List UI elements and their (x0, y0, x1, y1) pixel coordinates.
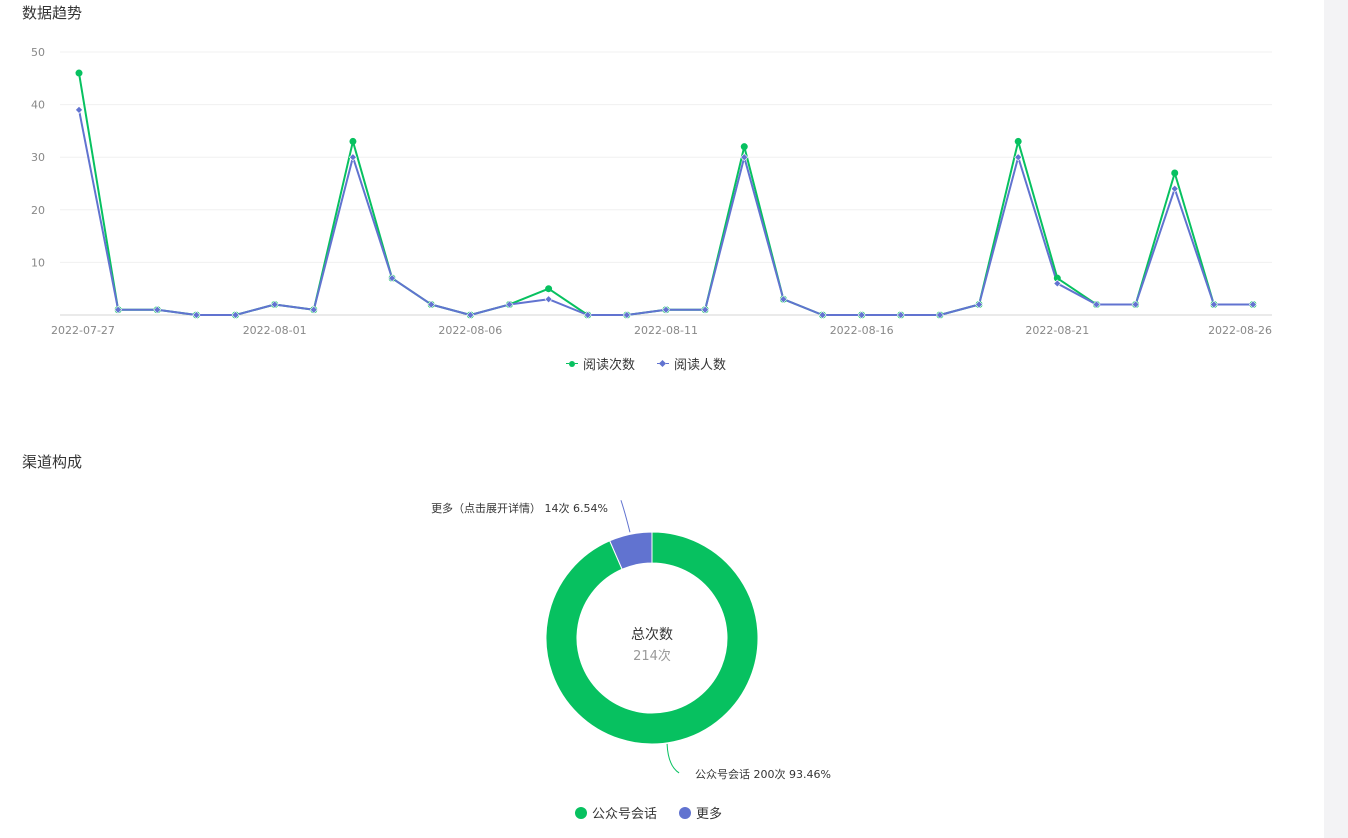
legend-label-reads: 阅读次数 (583, 358, 636, 373)
legend-item-reads[interactable]: 阅读次数 (566, 354, 635, 373)
pie-legend: 公众号会话 更多 (575, 803, 722, 822)
data-point-readers[interactable] (505, 300, 514, 309)
data-point-reads[interactable] (349, 137, 357, 145)
data-point-readers[interactable] (622, 311, 631, 319)
trend-section-title: 数据趋势 (22, 4, 83, 22)
data-point-readers[interactable] (309, 305, 318, 314)
trend-y-ticks: 10 20 30 40 50 (31, 46, 45, 269)
x-tick-label: 2022-08-01 (243, 324, 307, 337)
series-line-2 (78, 109, 1253, 316)
data-point-readers[interactable] (896, 311, 905, 319)
data-point-readers[interactable] (740, 153, 749, 162)
data-point-readers[interactable] (1053, 279, 1062, 288)
channel-donut-chart: 更多（点击展开详情） 14次 6.54% 公众号会话 200次 93.46% 总次… (431, 500, 831, 781)
data-point-readers[interactable] (1014, 153, 1023, 162)
slice-label-more[interactable]: 更多（点击展开详情） 14次 6.54% (431, 501, 608, 515)
y-tick-label: 10 (31, 256, 45, 269)
data-point-readers[interactable] (701, 305, 710, 314)
data-point-readers[interactable] (153, 305, 162, 314)
data-point-reads[interactable] (1014, 137, 1022, 145)
x-tick-label: 2022-08-11 (634, 324, 698, 337)
x-tick-label: 2022-08-26 (1208, 324, 1272, 337)
data-point-reads[interactable] (545, 285, 553, 293)
y-tick-label: 30 (31, 151, 45, 164)
donut-center-label: 总次数 (631, 627, 673, 643)
legend-label-more: 更多 (696, 807, 723, 822)
data-point-readers[interactable] (857, 311, 866, 319)
legend-label-official-chat: 公众号会话 (592, 807, 658, 822)
channel-section-title: 渠道构成 (22, 453, 83, 471)
donut-slices (545, 531, 759, 745)
right-scroll-panel (1324, 0, 1348, 838)
data-point-readers[interactable] (427, 300, 436, 309)
y-tick-label: 40 (31, 99, 45, 112)
data-point-readers[interactable] (544, 295, 553, 304)
data-point-readers[interactable] (1170, 184, 1179, 193)
data-point-readers[interactable] (466, 311, 475, 319)
data-point-readers[interactable] (662, 305, 670, 314)
legend-swatch-official-chat (575, 806, 587, 819)
data-point-reads[interactable] (75, 69, 83, 77)
slice-label-official-chat[interactable]: 公众号会话 200次 93.46% (695, 767, 831, 781)
data-point-readers[interactable] (818, 311, 827, 319)
x-tick-label: 2022-07-27 (51, 324, 115, 337)
legend-swatch-more (679, 806, 692, 819)
series-line-1 (78, 72, 1253, 316)
x-tick-label: 2022-08-06 (438, 324, 502, 337)
data-point-reads[interactable] (1171, 169, 1179, 177)
data-point-readers[interactable] (1131, 300, 1140, 309)
legend-item-readers[interactable]: 阅读人数 (657, 354, 726, 373)
x-tick-label: 2022-08-16 (830, 324, 894, 337)
data-point-readers[interactable] (192, 311, 201, 319)
donut-center-value: 214次 (633, 648, 671, 664)
x-tick-label: 2022-08-21 (1025, 324, 1089, 337)
legend-item-more[interactable]: 更多 (679, 803, 722, 822)
trend-grid (60, 51, 1272, 316)
donut-labels: 更多（点击展开详情） 14次 6.54% 公众号会话 200次 93.46% (431, 500, 831, 781)
data-point-readers[interactable] (270, 300, 279, 309)
trend-legend: 阅读次数 阅读人数 (566, 354, 726, 373)
data-point-readers[interactable] (114, 305, 123, 314)
legend-swatch-reads (566, 359, 578, 369)
label-leader-more (620, 500, 631, 533)
data-point-readers[interactable] (779, 295, 788, 304)
data-point-readers[interactable] (75, 105, 83, 114)
y-tick-label: 50 (31, 46, 45, 59)
label-leader-official-chat (666, 743, 680, 774)
legend-label-readers: 阅读人数 (674, 358, 727, 373)
trend-x-ticks: 2022-07-27 2022-08-01 2022-08-06 2022-08-11… (51, 324, 1272, 337)
trend-series (75, 69, 1257, 319)
trend-line-chart: 10 20 30 40 50 2022-07-27 2022-08-01 2022-08-0… (31, 46, 1272, 337)
data-point-readers[interactable] (1209, 300, 1218, 309)
data-point-readers[interactable] (231, 311, 240, 319)
y-tick-label: 20 (31, 204, 45, 217)
data-point-readers[interactable] (1092, 300, 1101, 309)
data-point-readers[interactable] (975, 300, 984, 309)
data-point-readers[interactable] (935, 311, 944, 319)
data-point-readers[interactable] (583, 311, 592, 319)
donut-slice[interactable] (545, 531, 759, 745)
data-point-readers[interactable] (348, 153, 357, 162)
data-point-reads[interactable] (740, 143, 748, 151)
data-point-readers[interactable] (1249, 300, 1257, 309)
data-point-reads[interactable] (1053, 274, 1061, 282)
data-point-readers[interactable] (388, 274, 397, 283)
legend-item-official-chat[interactable]: 公众号会话 (575, 803, 657, 822)
legend-swatch-readers (657, 359, 670, 369)
